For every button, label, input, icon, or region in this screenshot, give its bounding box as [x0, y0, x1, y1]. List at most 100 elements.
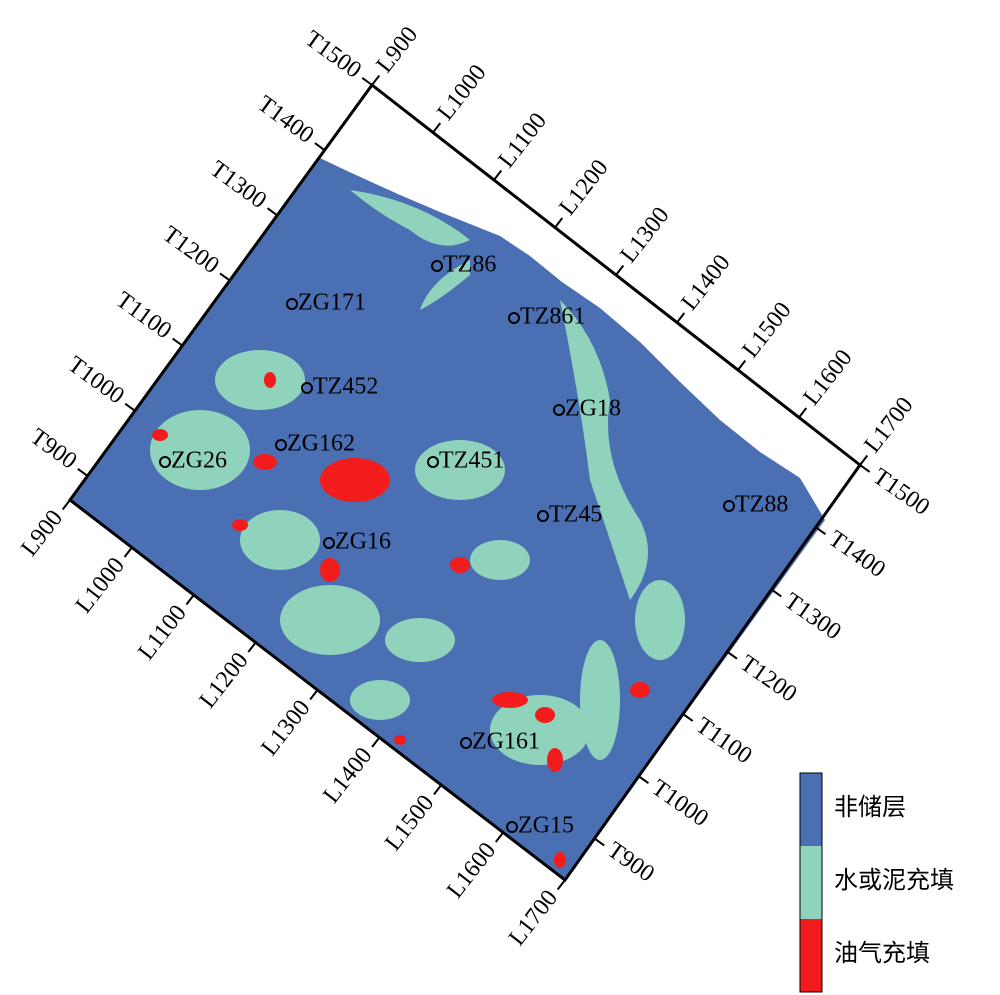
- tick-label: L1200: [195, 648, 254, 713]
- well-label: ZG161: [472, 729, 540, 755]
- tick-label: T1100: [111, 287, 176, 344]
- tick: [247, 641, 257, 653]
- tick-label: L1000: [433, 60, 492, 125]
- well-label: ZG162: [287, 431, 355, 457]
- well: [286, 298, 298, 310]
- tick: [493, 169, 503, 181]
- well-label: TZ452: [313, 374, 378, 400]
- tick: [593, 837, 605, 847]
- well: [159, 456, 171, 468]
- well: [508, 312, 520, 324]
- tick: [172, 337, 183, 347]
- tick: [815, 526, 827, 536]
- tick: [124, 402, 136, 412]
- oil-gas-fill: [152, 372, 650, 868]
- tick: [556, 879, 566, 891]
- tick-label: T1400: [253, 91, 319, 149]
- tick: [770, 588, 782, 598]
- tick-label: L1300: [616, 202, 675, 267]
- tick-label: L1700: [504, 885, 563, 950]
- well: [723, 500, 735, 512]
- tick-label: T1200: [158, 221, 224, 279]
- tick: [798, 407, 808, 419]
- tick-label: T1000: [647, 775, 713, 832]
- tick-label: T1100: [691, 713, 757, 770]
- tick-label: T1300: [779, 588, 845, 645]
- tick-label: L1400: [318, 743, 377, 808]
- tick-label: L1200: [555, 155, 614, 220]
- tick: [682, 713, 694, 722]
- tick: [615, 264, 625, 276]
- tick-label: L1600: [799, 345, 858, 410]
- tick: [495, 831, 504, 843]
- water-mud-fill: [150, 190, 685, 765]
- legend-label: 水或泥充填: [834, 867, 954, 894]
- tick-label: L1500: [738, 297, 797, 362]
- well: [301, 382, 313, 394]
- tick: [61, 499, 71, 511]
- tick-label: L1100: [133, 600, 192, 665]
- non-reservoir: [70, 158, 825, 880]
- well-label: TZ45: [549, 502, 602, 528]
- tick: [371, 736, 381, 748]
- tick-label: L1600: [442, 838, 501, 903]
- well-label: TZ451: [439, 448, 504, 474]
- tick: [433, 784, 443, 796]
- tick-label: T1300: [205, 156, 271, 214]
- tick-label: T1400: [824, 526, 890, 583]
- tick-label: T1000: [63, 352, 129, 410]
- well-label: TZ861: [520, 304, 585, 330]
- legend-swatch: [800, 773, 822, 846]
- well: [431, 260, 443, 272]
- tick: [123, 546, 133, 558]
- tick: [361, 77, 373, 86]
- tick: [266, 207, 278, 217]
- tick-label: L1500: [380, 790, 439, 855]
- well: [553, 404, 565, 416]
- well: [323, 537, 335, 549]
- tick: [219, 272, 231, 282]
- tick-label: L1100: [494, 108, 553, 173]
- tick: [554, 217, 564, 229]
- well: [460, 737, 472, 749]
- tick: [676, 312, 686, 324]
- legend-label: 非储层: [834, 794, 906, 821]
- legend-border: [799, 772, 823, 993]
- well-label: ZG171: [298, 290, 366, 316]
- map-area: [70, 158, 825, 880]
- tick-label: L1400: [677, 250, 736, 315]
- legend-label: 油气充填: [834, 940, 930, 967]
- tick: [638, 775, 650, 785]
- tick-label: T1200: [735, 650, 801, 707]
- tick: [185, 594, 195, 606]
- tick-label: T900: [602, 837, 658, 887]
- tick: [859, 464, 871, 473]
- well-label: ZG15: [518, 813, 574, 839]
- well-label: TZ88: [735, 492, 788, 518]
- well-label: TZ86: [443, 252, 496, 278]
- legend-swatch: [800, 846, 822, 919]
- tick: [432, 122, 442, 134]
- tick: [314, 142, 326, 151]
- tick: [737, 359, 747, 371]
- tick: [309, 689, 319, 701]
- tick: [77, 468, 89, 477]
- tick-label: L900: [16, 505, 68, 561]
- well: [275, 439, 287, 451]
- well: [506, 821, 518, 833]
- tick-label: L1000: [71, 553, 130, 618]
- legend-swatch: [800, 919, 822, 992]
- tick-label: L1300: [257, 695, 316, 760]
- well: [537, 510, 549, 522]
- well-label: ZG26: [171, 448, 227, 474]
- well-label: ZG18: [565, 396, 621, 422]
- tick: [859, 454, 869, 466]
- tick: [371, 74, 381, 86]
- well: [427, 456, 439, 468]
- well-label: ZG16: [335, 529, 391, 555]
- tick-label: L1700: [860, 392, 919, 457]
- tick-label: T1500: [868, 464, 934, 521]
- tick-label: T1500: [300, 26, 366, 84]
- tick: [726, 650, 738, 660]
